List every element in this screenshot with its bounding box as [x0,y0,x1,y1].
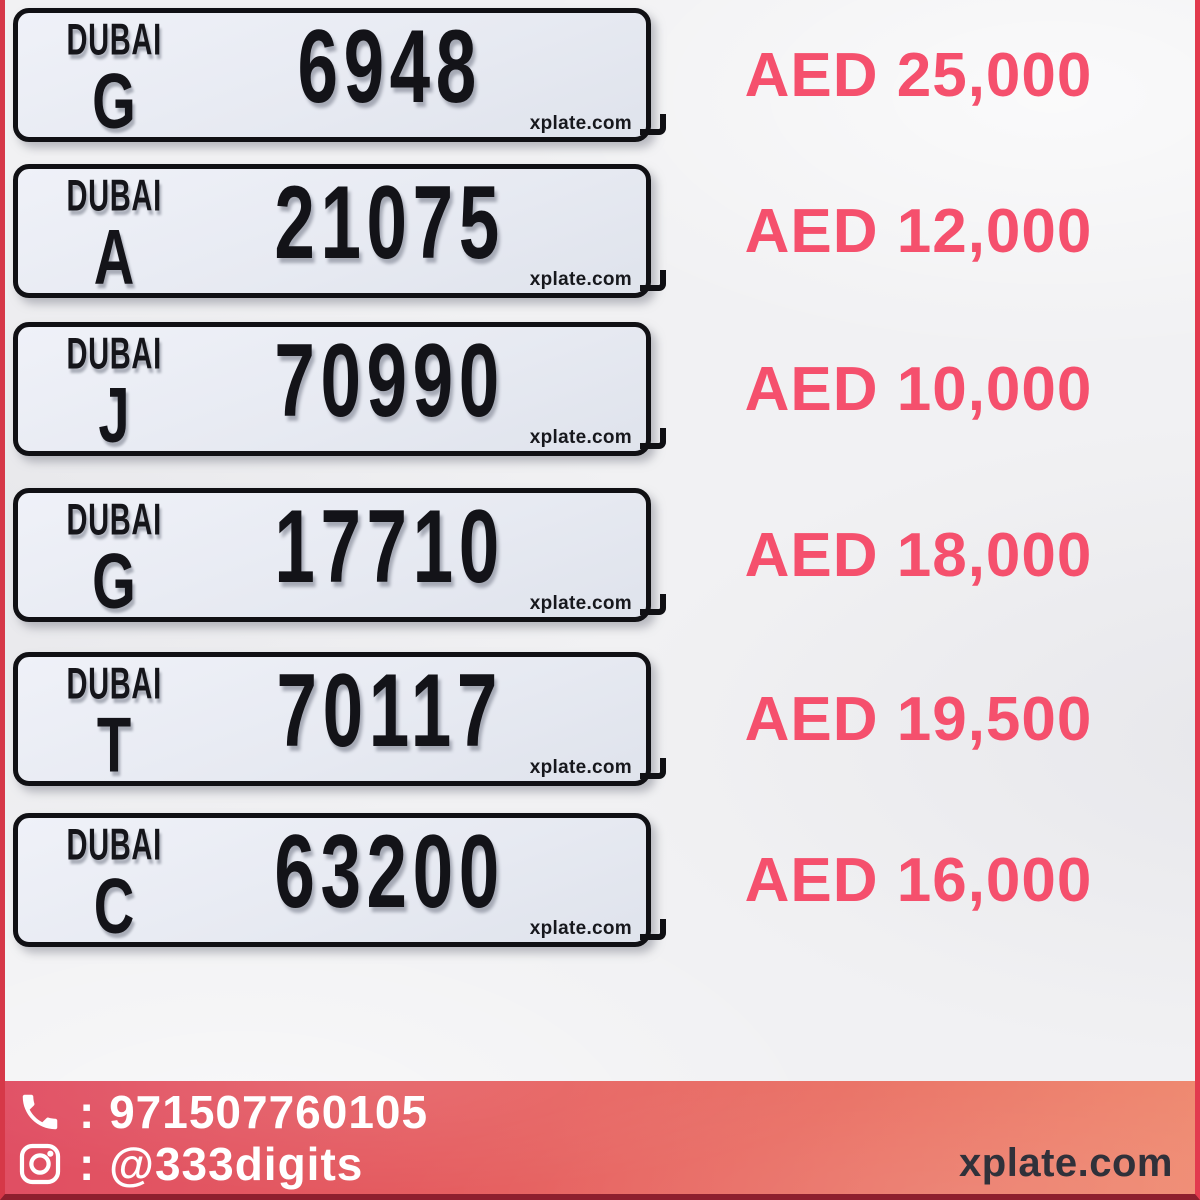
plate-left-block: DUBAI G [34,14,194,146]
license-plate: DUBAI C 63200 xplate.com [13,813,666,951]
dubai-logo-text: DUBAI [66,14,162,65]
plate-number: 70117 [276,652,503,769]
phone-number: : 971507760105 [79,1086,429,1138]
license-plate: DUBAI G 6948 xplate.com [13,8,666,146]
plate-number: 17710 [274,488,505,605]
plate-left-block: DUBAI T [34,658,194,790]
dubai-logo: DUBAI [34,328,194,379]
plate-code: G [92,58,136,146]
brand-wordmark: xplate.com [959,1141,1173,1185]
xplate-watermark: xplate.com [529,427,632,448]
dubai-logo: DUBAI [34,494,194,545]
dubai-logo: DUBAI [34,170,194,221]
dubai-logo: DUBAI [34,14,194,65]
plate-left-block: DUBAI A [34,170,194,302]
price-label: AED 25,000 [744,40,1093,110]
phone-icon [22,1094,58,1130]
plate-number: 63200 [274,813,505,930]
price-label: AED 16,000 [744,845,1093,915]
phone-line: : 971507760105 [17,1086,1195,1138]
license-plate: DUBAI A 21075 xplate.com [13,164,666,302]
contact-footer: : 971507760105 : @333digits xplate.com [5,1081,1195,1194]
xplate-watermark: xplate.com [529,113,632,134]
license-plate: DUBAI T 70117 xplate.com [13,652,666,790]
price-label: AED 18,000 [744,520,1093,590]
xplate-watermark: xplate.com [529,757,632,778]
price-label: AED 10,000 [744,354,1093,424]
price-label: AED 12,000 [744,196,1093,266]
plate-number: 6948 [297,8,482,125]
plate-left-block: DUBAI J [34,328,194,460]
xplate-watermark: xplate.com [529,593,632,614]
plate-code: T [96,702,132,790]
price-label: AED 19,500 [744,684,1093,754]
plate-code: J [98,372,130,460]
dubai-logo: DUBAI [34,658,194,709]
plate-left-block: DUBAI C [34,819,194,951]
dubai-logo: DUBAI [34,819,194,870]
plate-code: C [93,863,135,951]
license-plate: DUBAI G 17710 xplate.com [13,488,666,626]
plate-number: 21075 [274,164,505,281]
plate-left-block: DUBAI G [34,494,194,626]
instagram-icon [19,1143,61,1185]
dubai-logo-text: DUBAI [66,328,162,379]
dubai-logo-text: DUBAI [66,170,162,221]
dubai-logo-text: DUBAI [66,819,162,870]
instagram-line: : @333digits [17,1138,1195,1190]
dubai-logo-text: DUBAI [66,494,162,545]
dubai-logo-text: DUBAI [66,658,162,709]
license-plate: DUBAI J 70990 xplate.com [13,322,666,460]
plate-number: 70990 [274,322,505,439]
plate-code: A [93,214,135,302]
xplate-watermark: xplate.com [529,918,632,939]
xplate-watermark: xplate.com [529,269,632,290]
instagram-handle: : @333digits [79,1138,364,1190]
plate-code: G [92,538,136,626]
